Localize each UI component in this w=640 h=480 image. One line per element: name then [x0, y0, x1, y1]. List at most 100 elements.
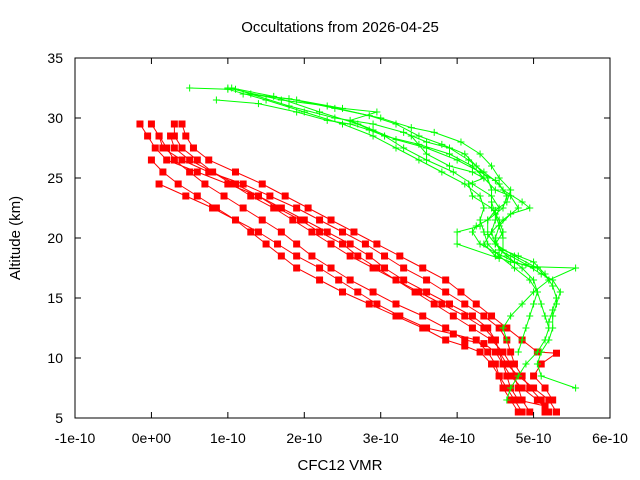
data-point-square: [144, 132, 152, 140]
data-point-square: [327, 216, 335, 224]
data-point-square: [327, 240, 335, 248]
data-point-square: [209, 168, 217, 176]
data-point-plus: [530, 300, 538, 308]
data-point-square: [507, 372, 515, 380]
data-point-plus: [503, 198, 511, 206]
data-point-square: [518, 396, 526, 404]
data-point-square: [491, 336, 499, 344]
data-point-plus: [514, 204, 522, 212]
data-point-square: [499, 384, 507, 392]
data-point-plus: [392, 136, 400, 144]
data-point-square: [155, 132, 163, 140]
data-point-plus: [549, 282, 557, 290]
data-point-square: [361, 240, 369, 248]
data-point-square: [186, 156, 194, 164]
data-point-plus: [499, 228, 507, 236]
data-point-square: [449, 312, 457, 320]
data-point-square: [354, 288, 362, 296]
data-point-square: [457, 288, 465, 296]
data-point-plus: [461, 150, 469, 158]
data-point-square: [289, 216, 297, 224]
data-point-plus: [423, 138, 431, 146]
data-point-square: [461, 312, 469, 320]
data-point-plus: [545, 276, 553, 284]
data-point-square: [316, 264, 324, 272]
data-point-square: [296, 216, 304, 224]
data-point-square: [488, 312, 496, 320]
data-point-plus: [522, 360, 530, 368]
data-point-plus: [476, 222, 484, 230]
data-point-square: [163, 144, 171, 152]
data-point-plus: [553, 294, 560, 302]
data-point-square: [373, 240, 381, 248]
data-point-square: [346, 240, 354, 248]
data-point-square: [327, 264, 335, 272]
data-point-plus: [254, 100, 262, 108]
data-point-plus: [533, 360, 541, 368]
data-point-square: [484, 348, 492, 356]
data-point-plus: [510, 258, 518, 266]
data-point-square: [308, 252, 316, 260]
data-point-square: [461, 300, 469, 308]
data-point-square: [170, 132, 178, 140]
data-point-plus: [488, 186, 496, 194]
data-point-square: [514, 396, 522, 404]
data-point-square: [537, 360, 545, 368]
x-tick-label: 5e-10: [516, 430, 552, 446]
data-point-square: [339, 240, 346, 248]
data-point-plus: [572, 264, 580, 272]
data-point-square: [442, 288, 450, 296]
data-point-plus: [392, 144, 400, 152]
data-point-square: [293, 252, 301, 260]
data-point-square: [488, 360, 496, 368]
data-point-square: [178, 156, 186, 164]
data-point-square: [201, 180, 209, 188]
data-point-plus: [499, 204, 507, 212]
data-point-square: [262, 240, 270, 248]
data-point-square: [545, 396, 553, 404]
data-point-square: [316, 228, 324, 236]
data-point-plus: [507, 312, 515, 320]
data-point-square: [518, 384, 526, 392]
data-point-plus: [438, 168, 446, 176]
data-point-square: [281, 192, 289, 200]
data-point-plus: [495, 180, 503, 188]
series-4: [147, 156, 526, 416]
data-point-square: [316, 216, 324, 224]
data-point-square: [339, 288, 346, 296]
data-point-square: [151, 144, 159, 152]
data-point-plus: [476, 150, 484, 158]
data-point-square: [354, 252, 362, 260]
data-point-square: [258, 216, 266, 224]
data-point-square: [170, 120, 178, 128]
data-point-plus: [186, 84, 194, 92]
data-point-square: [170, 156, 178, 164]
data-point-plus: [495, 216, 503, 224]
data-point-square: [419, 264, 427, 272]
data-point-square: [277, 252, 285, 260]
data-point-plus: [472, 162, 480, 170]
y-tick-label: 5: [55, 410, 63, 426]
data-point-square: [503, 360, 511, 368]
data-point-plus: [510, 252, 518, 260]
data-point-square: [503, 372, 511, 380]
data-point-square: [205, 156, 213, 164]
data-point-plus: [545, 336, 553, 344]
data-point-square: [533, 396, 541, 404]
data-point-square: [304, 204, 312, 212]
data-point-square: [266, 192, 274, 200]
data-point-square: [193, 192, 201, 200]
data-point-square: [514, 384, 522, 392]
data-point-plus: [449, 168, 457, 176]
data-point-square: [147, 120, 155, 128]
data-point-square: [480, 312, 488, 320]
data-point-plus: [518, 198, 526, 206]
data-point-square: [159, 144, 167, 152]
data-point-square: [189, 144, 197, 152]
data-point-plus: [518, 300, 526, 308]
data-point-square: [461, 342, 469, 350]
data-point-plus: [407, 124, 415, 132]
series-line: [410, 135, 550, 281]
data-point-plus: [468, 168, 476, 176]
data-point-plus: [503, 336, 511, 344]
